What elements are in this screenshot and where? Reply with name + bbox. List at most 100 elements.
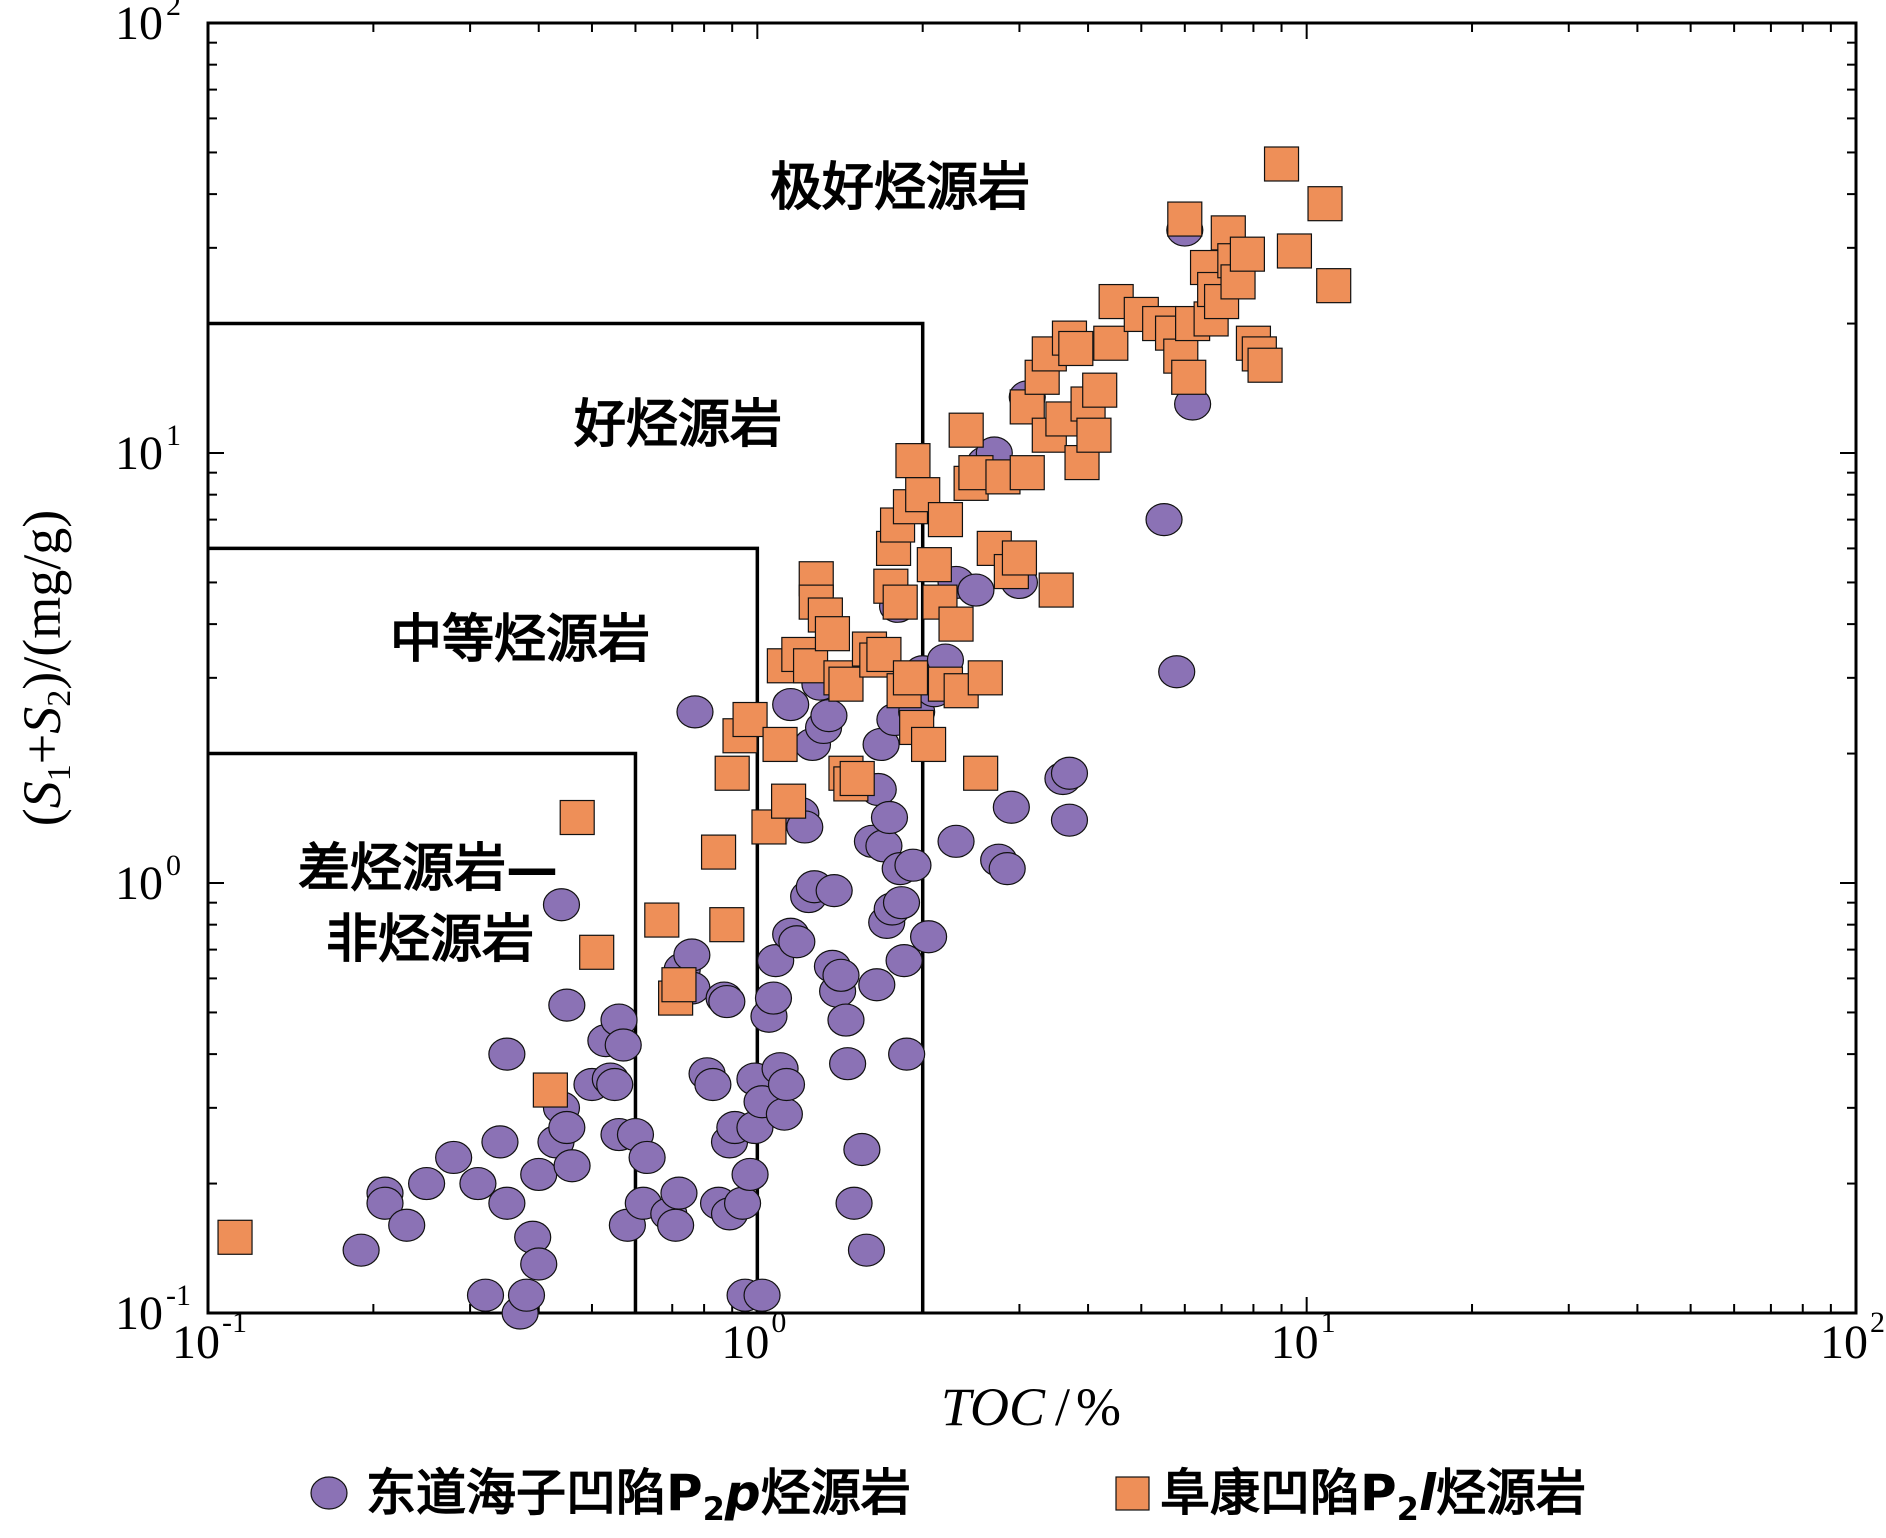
x-tick-exp-2: 1 <box>1321 1306 1336 1339</box>
point-square <box>709 907 745 943</box>
point-circle <box>548 988 586 1022</box>
legend-marker-circle <box>310 1476 348 1510</box>
point-circle <box>1050 756 1089 790</box>
point-circle <box>657 1208 695 1242</box>
point-circle <box>743 1278 781 1312</box>
point-square <box>1093 325 1129 361</box>
point-circle <box>676 695 714 729</box>
point-circle <box>488 1037 526 1071</box>
point-circle <box>708 984 746 1019</box>
point-circle <box>870 800 909 835</box>
point-square <box>1167 201 1203 237</box>
point-square <box>1082 372 1118 408</box>
point-square <box>1058 330 1094 367</box>
point-circle <box>822 958 860 992</box>
y-tick-exp-3: 2 <box>166 0 181 22</box>
point-circle <box>388 1208 426 1242</box>
point-circle <box>553 1149 591 1183</box>
point-circle <box>435 1140 473 1175</box>
x-tick-exp-3: 2 <box>1870 1306 1885 1339</box>
point-square <box>644 902 680 938</box>
series-p2l-source-rock <box>217 146 1352 1255</box>
point-square <box>1009 455 1045 491</box>
point-square <box>916 547 952 583</box>
point-circle <box>888 1037 926 1071</box>
point-circle <box>466 1278 505 1312</box>
point-circle <box>772 687 810 722</box>
region-label-poor-line1: 差烃源岩— <box>298 839 558 899</box>
region-label-medium: 中等烃源岩 <box>390 610 650 670</box>
point-square <box>910 726 947 763</box>
point-circle <box>520 1247 558 1281</box>
legend-marker-square <box>1115 1476 1150 1511</box>
point-square <box>732 701 768 738</box>
axis-ticks <box>207 22 1857 1314</box>
point-square <box>1001 540 1038 576</box>
point-square <box>927 502 964 538</box>
point-square <box>839 760 875 797</box>
point-circle <box>548 1110 586 1145</box>
x-axis-label-main: TOC <box>941 1377 1046 1437</box>
point-circle <box>694 1067 732 1102</box>
point-circle <box>882 886 921 920</box>
point-circle <box>992 790 1030 824</box>
y-axis-label: (S1+S2)/(mg/g) <box>12 510 78 826</box>
point-square <box>967 660 1003 696</box>
point-circle <box>778 925 816 959</box>
point-circle <box>366 1186 404 1220</box>
legend-label-series-0: 东道海子凹陷P2p烃源岩 <box>366 1464 911 1528</box>
point-square <box>792 648 829 684</box>
plot-area <box>206 21 1858 1315</box>
x-tick-label-2: 10 <box>1271 1316 1319 1369</box>
point-square <box>1276 233 1313 269</box>
point-square <box>217 1219 253 1255</box>
point-circle <box>843 1132 881 1167</box>
x-tick-label-3: 10 <box>1820 1316 1868 1369</box>
region-label-excellent: 极好烃源岩 <box>770 158 1030 218</box>
y-tick-label-2: 10 <box>115 427 163 480</box>
point-square <box>762 726 798 763</box>
point-square <box>814 616 851 652</box>
x-tick-exp-1: 0 <box>771 1306 786 1339</box>
point-circle <box>847 1233 886 1267</box>
point-circle <box>520 1157 558 1192</box>
point-circle <box>835 1186 873 1220</box>
x-axis-label-separator: / <box>1055 1377 1070 1437</box>
region-boundary-2 <box>208 546 760 1313</box>
point-square <box>866 636 902 673</box>
point-circle <box>488 1186 526 1220</box>
x-tick-label-0: 10 <box>172 1316 220 1369</box>
point-square <box>559 799 595 836</box>
point-circle <box>937 824 975 858</box>
point-circle <box>731 1157 769 1192</box>
point-square <box>1171 359 1207 395</box>
point-circle <box>408 1166 446 1201</box>
point-square <box>938 606 974 642</box>
y-tick-exp-2: 1 <box>166 419 181 452</box>
y-axis-label-sub1: 1 <box>41 764 78 781</box>
point-circle <box>957 573 995 607</box>
point-circle <box>481 1125 519 1159</box>
point-circle <box>894 848 932 882</box>
point-square <box>882 584 918 620</box>
point-circle <box>542 888 581 922</box>
point-square <box>770 783 807 819</box>
point-circle <box>810 699 848 733</box>
x-tick-label-1: 10 <box>721 1316 769 1369</box>
point-circle <box>459 1166 497 1201</box>
legend: 东道海子凹陷P2p烃源岩 阜康凹陷P2l烃源岩 <box>310 1464 1586 1528</box>
point-square <box>948 412 984 448</box>
point-circle <box>342 1233 380 1267</box>
y-axis-label-s1: S <box>12 781 72 808</box>
point-square <box>963 755 999 791</box>
y-axis-label-open: ( <box>12 808 72 826</box>
point-circle <box>988 852 1026 886</box>
point-circle <box>660 1176 698 1210</box>
point-circle <box>604 1028 642 1062</box>
y-axis-label-s2: S <box>12 707 72 734</box>
point-circle <box>1145 503 1183 537</box>
legend-label-series-1: 阜康凹陷P2l烃源岩 <box>1160 1464 1586 1528</box>
x-axis-label-unit: % <box>1076 1377 1121 1437</box>
